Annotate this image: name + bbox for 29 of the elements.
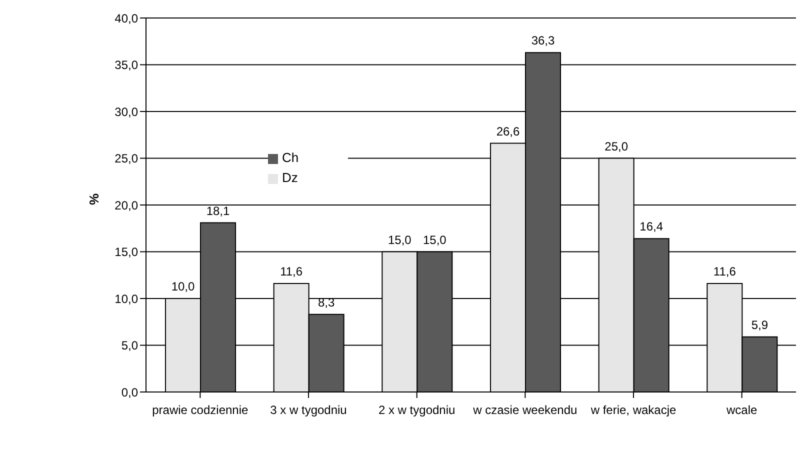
y-tick-label: 10,0: [114, 292, 138, 306]
x-tick-label: w ferie, wakacje: [590, 403, 677, 417]
y-axis-title: %: [86, 193, 102, 205]
y-tick-label: 20,0: [114, 198, 138, 212]
y-tick-label: 5,0: [121, 338, 138, 353]
data-label: 25,0: [604, 139, 628, 154]
data-label: 15,0: [388, 232, 412, 247]
y-tick-label: 40,0: [114, 11, 138, 26]
data-label: 15,0: [422, 232, 447, 247]
x-tick-label: w czasie weekendu: [472, 403, 578, 417]
y-tick-label: 15,0: [114, 245, 138, 260]
x-tick-label: prawie codziennie: [152, 403, 249, 417]
data-label: 10,0: [171, 280, 195, 294]
x-tick-label: wcale: [725, 403, 758, 417]
data-label: 18,1: [206, 204, 230, 218]
data-label: 11,6: [280, 264, 303, 279]
x-tick-label: 3 x w tygodniu: [270, 403, 347, 417]
data-label: 11,6: [713, 264, 736, 279]
data-label: 26,6: [496, 124, 520, 138]
y-tick-label: 25,0: [114, 152, 138, 166]
y-tick-label: 30,0: [114, 104, 138, 119]
legend-label: Ch: [282, 150, 299, 165]
data-label: 5,9: [751, 318, 768, 332]
data-label: 36,3: [531, 34, 555, 48]
y-tick-label: 35,0: [114, 58, 138, 72]
y-tick-label: 0,0: [121, 385, 138, 400]
legend-label: Dz: [282, 170, 298, 185]
data-label: 16,4: [640, 220, 664, 234]
x-tick-label: 2 x w tygodniu: [378, 403, 456, 417]
